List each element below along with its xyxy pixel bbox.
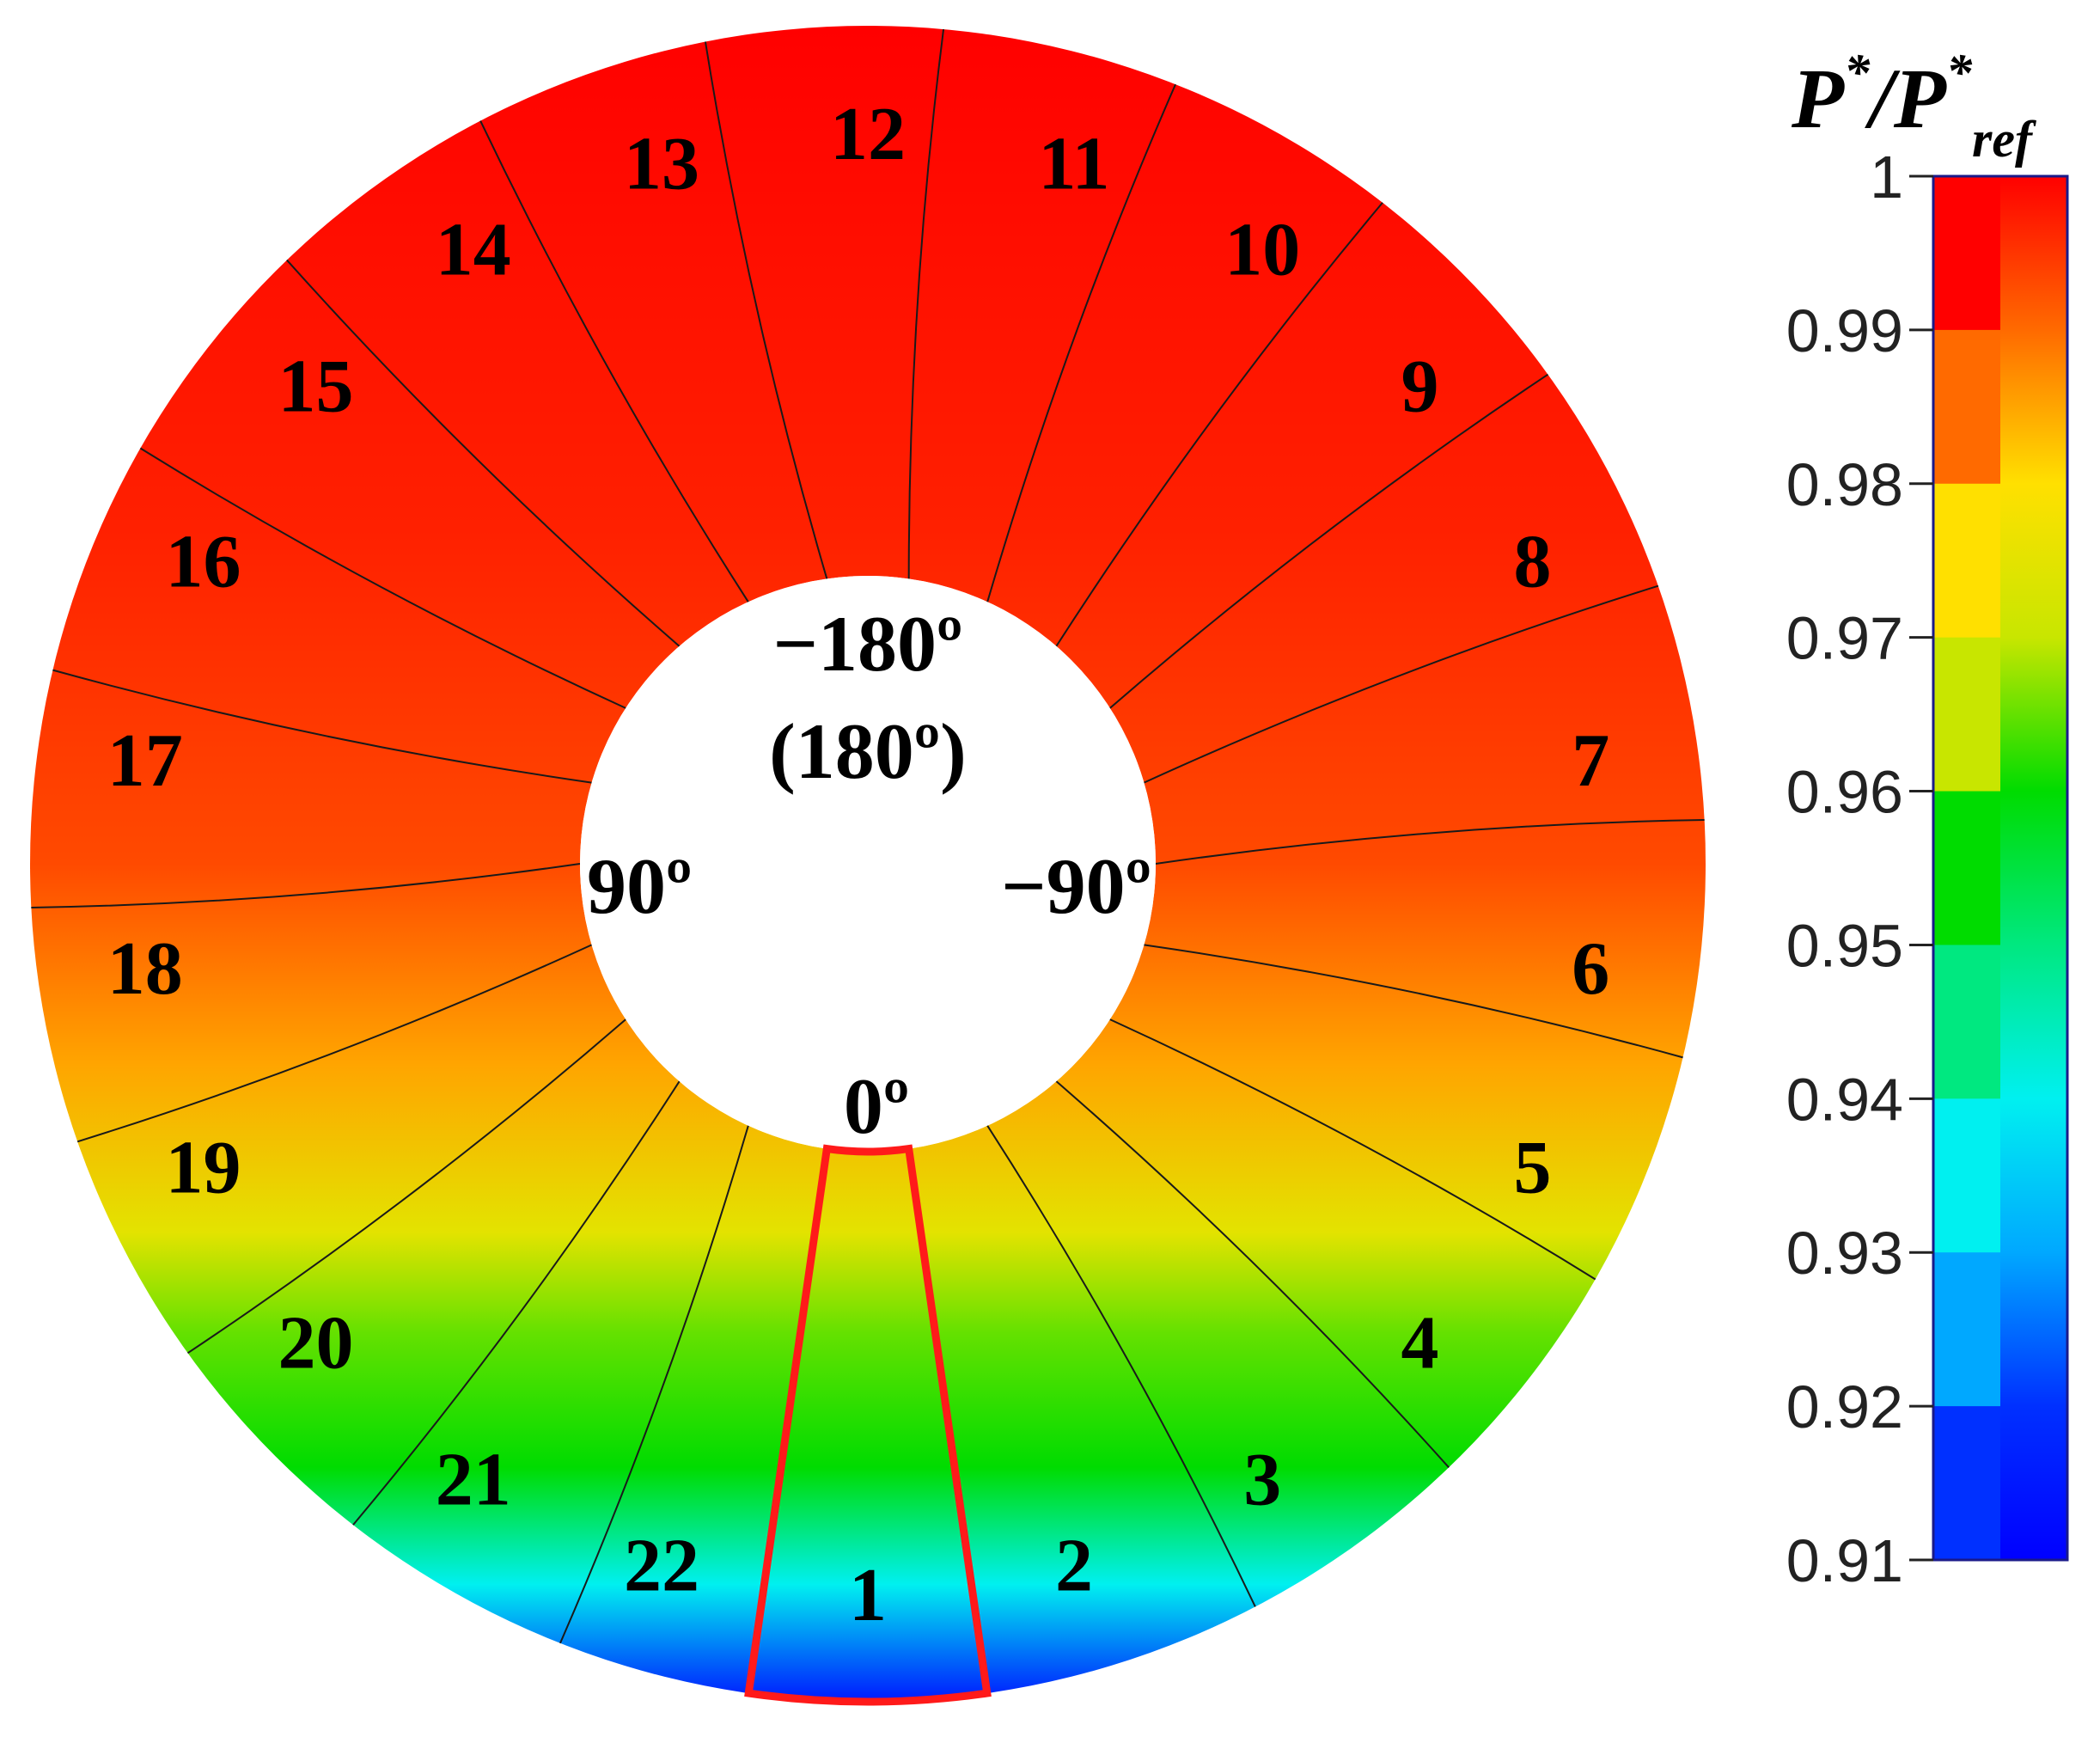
colorbar-band [1933, 1098, 2000, 1254]
sector-divider [479, 120, 749, 602]
colorbar-tick-label: 0.93 [1786, 1220, 1903, 1287]
colorbar-steps [1933, 176, 2000, 1561]
sector-divider [139, 447, 626, 709]
angle-label-right: −90º [1001, 842, 1151, 930]
sector-label: 15 [278, 345, 354, 428]
sector-label: 14 [436, 209, 511, 292]
colorbar: P*/P*ref 1 0.99 0.98 0.97 0.96 0.95 0.94 0.93 0.… [1786, 44, 2069, 1594]
colorbar-band [1933, 329, 2000, 485]
colorbar-tick-label: 0.98 [1786, 451, 1903, 518]
sector-divider [352, 1080, 681, 1526]
colorbar-band [1933, 176, 2000, 331]
sector-divider [286, 259, 681, 647]
sector-label: 21 [436, 1438, 511, 1521]
colorbar-band [1933, 637, 2000, 792]
sector-label: 9 [1401, 345, 1438, 428]
sector-divider [52, 669, 592, 784]
colorbar-frame [1932, 174, 2069, 1562]
sector-label: 12 [830, 93, 906, 176]
sector-label: 18 [107, 927, 183, 1011]
angle-labels: −180º (180º) 90º −90º 0º [587, 600, 1151, 1150]
angle-label-bottom: 0º [844, 1062, 909, 1150]
sector-label: 16 [166, 521, 241, 604]
colorbar-band [1933, 483, 2000, 639]
sector-label: 2 [1055, 1524, 1093, 1607]
colorbar-tick-label: 0.91 [1786, 1527, 1903, 1594]
sector-divider [1144, 944, 1683, 1059]
colorbar-tick-label: 0.99 [1786, 297, 1903, 364]
sector-divider-lines [31, 28, 1705, 1644]
colorbar-ticks: 1 0.99 0.98 0.97 0.96 0.95 0.94 0.93 0.92 0.91 [1786, 144, 1933, 1594]
colorbar-tick-label: 0.92 [1786, 1373, 1903, 1440]
colorbar-smooth [2000, 176, 2067, 1560]
sector-label: 1 [849, 1554, 887, 1637]
angle-label-top-line1: −180º [773, 600, 963, 688]
sector-divider [1109, 1018, 1596, 1281]
sector-label: 17 [107, 719, 183, 803]
sector-label: 22 [624, 1524, 699, 1607]
sector-divider [186, 1018, 626, 1355]
colorbar-title: P*/P*ref [1791, 44, 2036, 168]
colorbar-tick-label: 1 [1870, 144, 1903, 211]
colorbar-tick-label: 0.97 [1786, 605, 1903, 672]
sector-divider [559, 1125, 749, 1644]
colorbar-band [1933, 1406, 2000, 1561]
sector-label: 20 [278, 1302, 354, 1385]
angle-label-top-line2: (180º) [769, 707, 967, 795]
sector-divider [1144, 584, 1659, 784]
sector-label: 11 [1038, 123, 1109, 206]
sector-label: 4 [1401, 1302, 1438, 1385]
colorbar-band [1933, 791, 2000, 946]
sector-divider [986, 83, 1176, 602]
sector-label: 7 [1572, 719, 1609, 803]
inner-circle [580, 576, 1156, 1152]
colorbar-band [1933, 1252, 2000, 1408]
colorbar-tick-label: 0.96 [1786, 759, 1903, 826]
sector-divider [1055, 202, 1383, 647]
sector-label: 5 [1513, 1126, 1551, 1209]
sector-divider [1155, 818, 1705, 865]
colorbar-band [1933, 945, 2000, 1100]
sector-divider [76, 944, 592, 1143]
sector-label: 10 [1224, 209, 1300, 292]
sector-divider [986, 1125, 1256, 1607]
sector-divider [1109, 373, 1549, 709]
sector-divider [907, 28, 945, 579]
sector-divider [704, 41, 828, 579]
highlighted-sector-1 [744, 1144, 992, 1706]
colorbar-tick-label: 0.95 [1786, 912, 1903, 979]
colorbar-tick-label: 0.94 [1786, 1066, 1903, 1133]
angle-label-left: 90º [587, 842, 692, 930]
sector-label: 6 [1572, 927, 1609, 1011]
sector-label: 19 [166, 1126, 241, 1209]
sector-label: 3 [1243, 1438, 1281, 1521]
sector-divider [1055, 1080, 1450, 1469]
sector-label: 13 [624, 123, 699, 206]
sector-label: 8 [1513, 521, 1551, 604]
sector-divider [31, 863, 581, 909]
